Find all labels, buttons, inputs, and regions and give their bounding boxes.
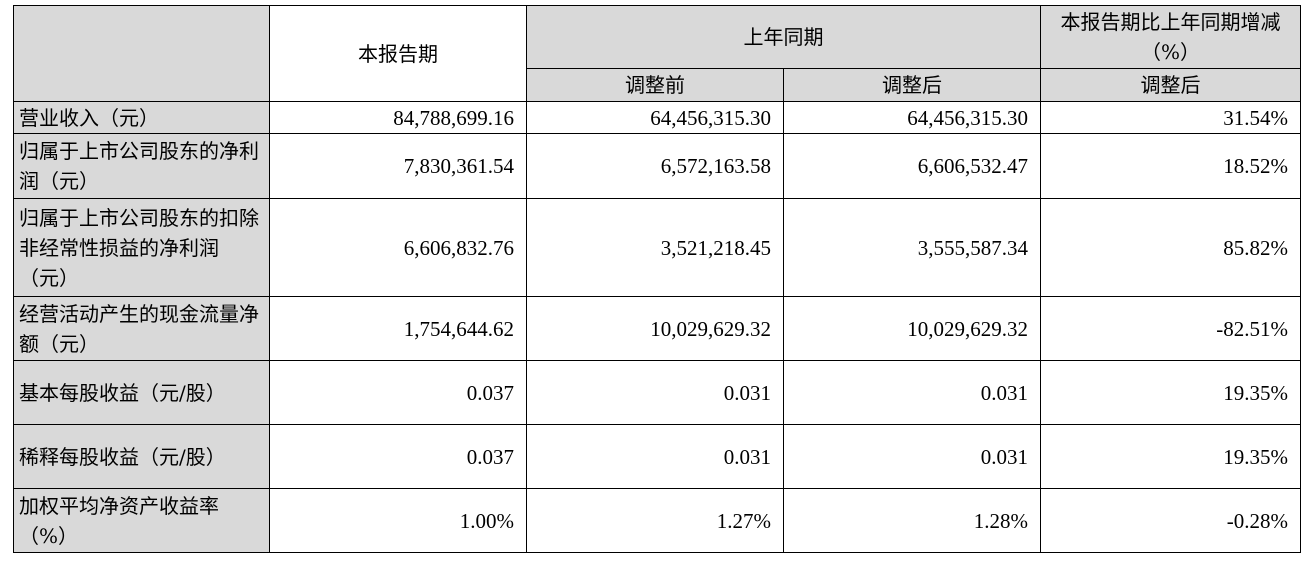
- row-label: 稀释每股收益（元/股）: [13, 424, 270, 489]
- value-before: 1.27%: [526, 488, 784, 553]
- row-label: 归属于上市公司股东的净利润（元）: [13, 133, 270, 199]
- table-row: 稀释每股收益（元/股） 0.037 0.031 0.031 19.35%: [13, 424, 1301, 489]
- value-current: 1.00%: [269, 488, 527, 553]
- row-label: 加权平均净资产收益率（%）: [13, 488, 270, 553]
- header-after-adjustment: 调整后: [783, 68, 1041, 102]
- row-label: 归属于上市公司股东的扣除非经常性损益的净利润（元）: [13, 198, 270, 297]
- value-current: 84,788,699.16: [269, 101, 527, 134]
- header-corner-cell: [13, 5, 270, 102]
- header-change-pct: 本报告期比上年同期增减（%）: [1040, 5, 1301, 69]
- value-change: -82.51%: [1040, 296, 1301, 361]
- value-change: 19.35%: [1040, 424, 1301, 489]
- table-row: 加权平均净资产收益率（%） 1.00% 1.27% 1.28% -0.28%: [13, 488, 1301, 553]
- financial-summary-table: 本报告期 上年同期 本报告期比上年同期增减（%） 调整前 调整后 调整后 营业收…: [13, 5, 1301, 553]
- value-after: 6,606,532.47: [783, 133, 1041, 199]
- value-change: 19.35%: [1040, 360, 1301, 425]
- row-label: 营业收入（元）: [13, 101, 270, 134]
- header-prior-year-period: 上年同期: [526, 5, 1041, 69]
- value-after: 0.031: [783, 360, 1041, 425]
- value-before: 10,029,629.32: [526, 296, 784, 361]
- value-after: 0.031: [783, 424, 1041, 489]
- value-current: 6,606,832.76: [269, 198, 527, 297]
- value-change: 85.82%: [1040, 198, 1301, 297]
- value-current: 0.037: [269, 424, 527, 489]
- table-row: 基本每股收益（元/股） 0.037 0.031 0.031 19.35%: [13, 360, 1301, 425]
- value-before: 3,521,218.45: [526, 198, 784, 297]
- row-label: 基本每股收益（元/股）: [13, 360, 270, 425]
- value-after: 10,029,629.32: [783, 296, 1041, 361]
- table-row: 经营活动产生的现金流量净额（元） 1,754,644.62 10,029,629…: [13, 296, 1301, 361]
- header-current-period: 本报告期: [269, 5, 527, 102]
- value-before: 0.031: [526, 424, 784, 489]
- header-change-after-adjustment: 调整后: [1040, 68, 1301, 102]
- table-row: 归属于上市公司股东的扣除非经常性损益的净利润（元） 6,606,832.76 3…: [13, 198, 1301, 297]
- value-after: 3,555,587.34: [783, 198, 1041, 297]
- table-row: 营业收入（元） 84,788,699.16 64,456,315.30 64,4…: [13, 101, 1301, 134]
- value-after: 1.28%: [783, 488, 1041, 553]
- value-before: 6,572,163.58: [526, 133, 784, 199]
- header-before-adjustment: 调整前: [526, 68, 784, 102]
- value-change: 31.54%: [1040, 101, 1301, 134]
- value-current: 1,754,644.62: [269, 296, 527, 361]
- value-before: 0.031: [526, 360, 784, 425]
- value-current: 0.037: [269, 360, 527, 425]
- row-label: 经营活动产生的现金流量净额（元）: [13, 296, 270, 361]
- value-current: 7,830,361.54: [269, 133, 527, 199]
- value-before: 64,456,315.30: [526, 101, 784, 134]
- value-change: 18.52%: [1040, 133, 1301, 199]
- value-change: -0.28%: [1040, 488, 1301, 553]
- table-row: 归属于上市公司股东的净利润（元） 7,830,361.54 6,572,163.…: [13, 133, 1301, 199]
- header-row-top: 本报告期 上年同期 本报告期比上年同期增减（%）: [13, 5, 1301, 102]
- value-after: 64,456,315.30: [783, 101, 1041, 134]
